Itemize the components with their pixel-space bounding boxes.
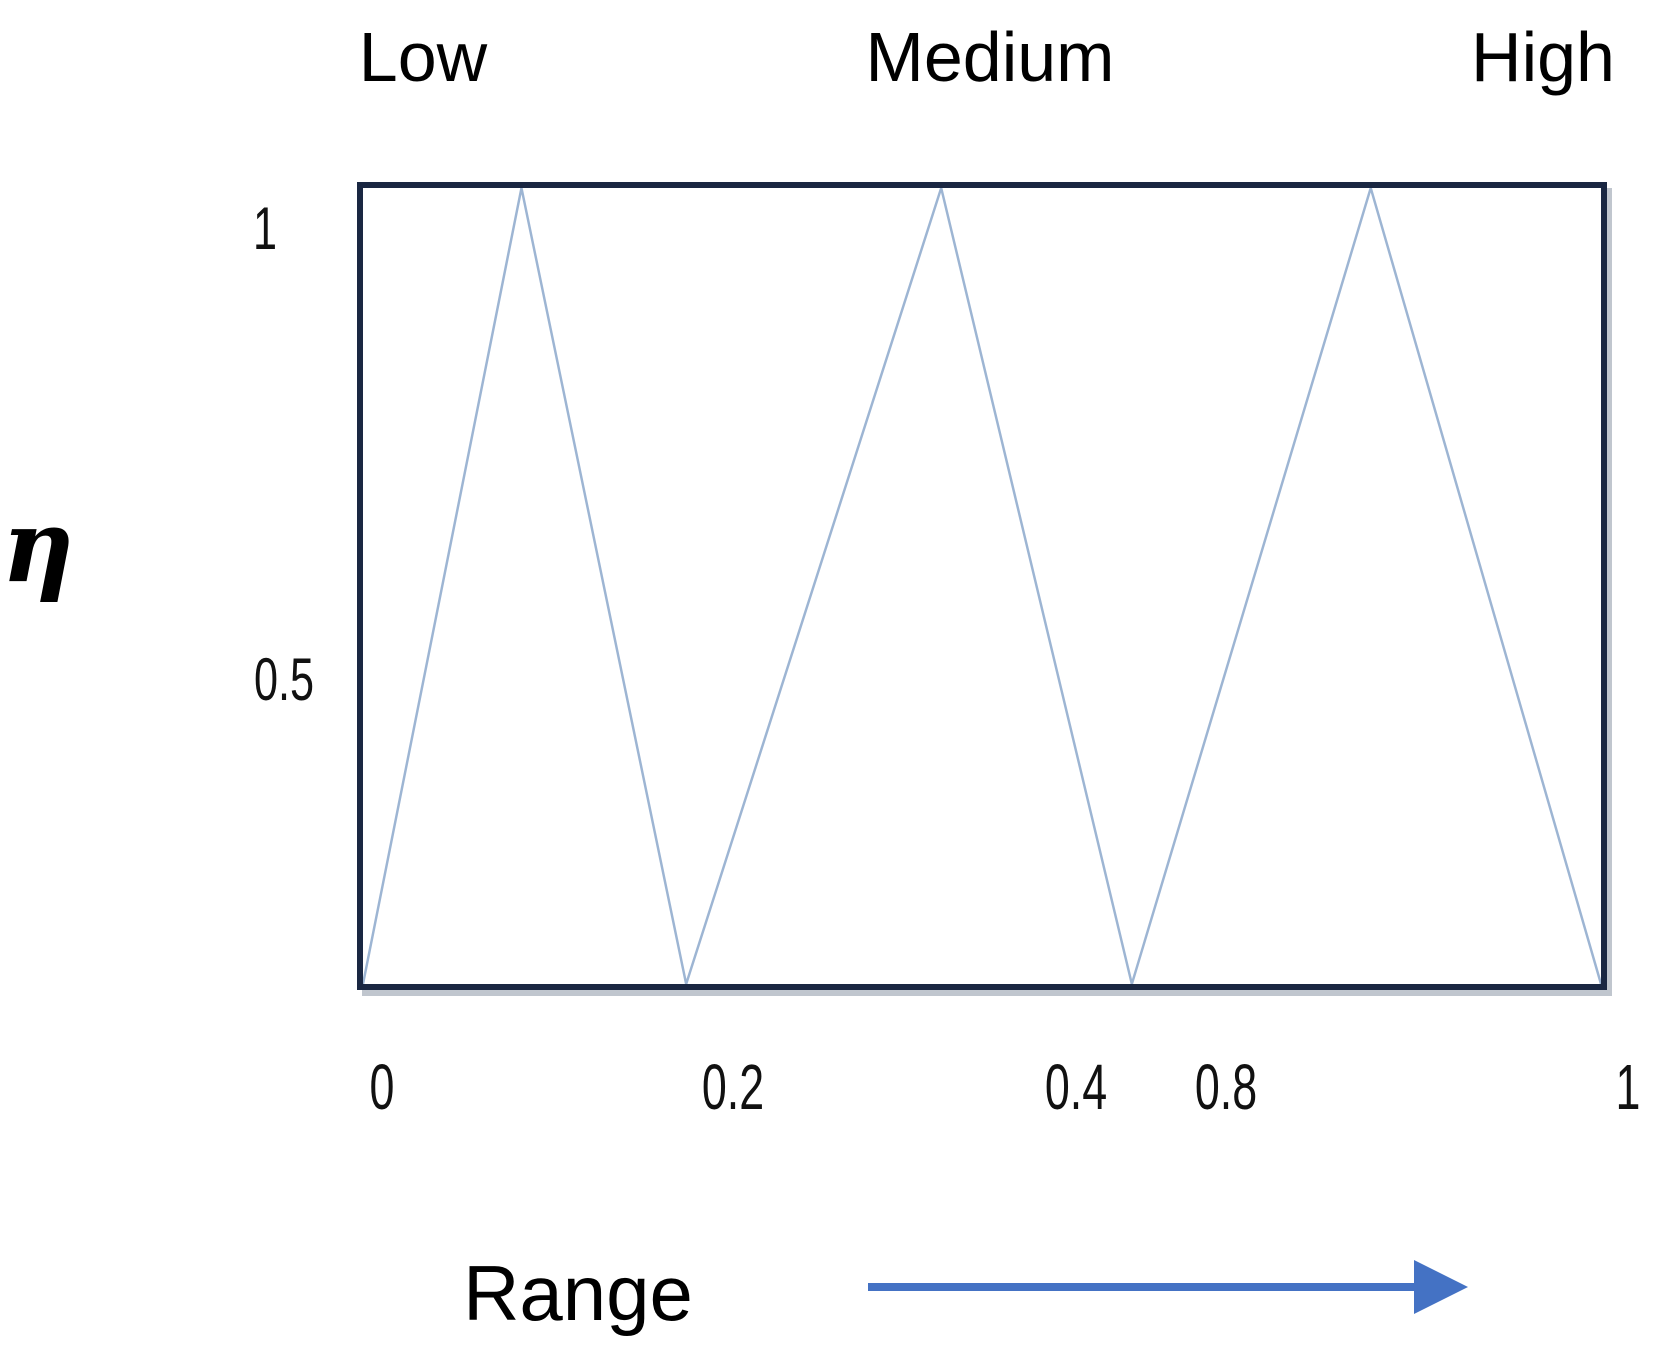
x-tick-0-8: 0.8: [1194, 1051, 1258, 1123]
set-label-high: High: [1471, 18, 1615, 96]
x-tick-0: 0: [369, 1051, 395, 1123]
membership-curves-canvas: [363, 188, 1601, 984]
range-arrow-head: [1414, 1260, 1468, 1314]
set-label-medium: Medium: [865, 18, 1115, 96]
x-tick-0-4: 0.4: [1044, 1051, 1108, 1123]
y-tick-1: 1: [252, 195, 278, 262]
plot-area: [357, 182, 1607, 990]
x-tick-0-2: 0.2: [701, 1051, 765, 1123]
range-arrow-icon: [868, 1260, 1468, 1314]
y-tick-0-5: 0.5: [253, 646, 315, 713]
membership-curve-high: [1130, 188, 1601, 984]
y-axis-label-eta: η: [1, 487, 75, 605]
set-label-low: Low: [358, 18, 488, 96]
x-tick-1: 1: [1615, 1051, 1641, 1123]
membership-curve-low: [363, 188, 688, 984]
membership-curve-medium: [684, 188, 1134, 984]
x-axis-label: Range: [463, 1249, 693, 1337]
